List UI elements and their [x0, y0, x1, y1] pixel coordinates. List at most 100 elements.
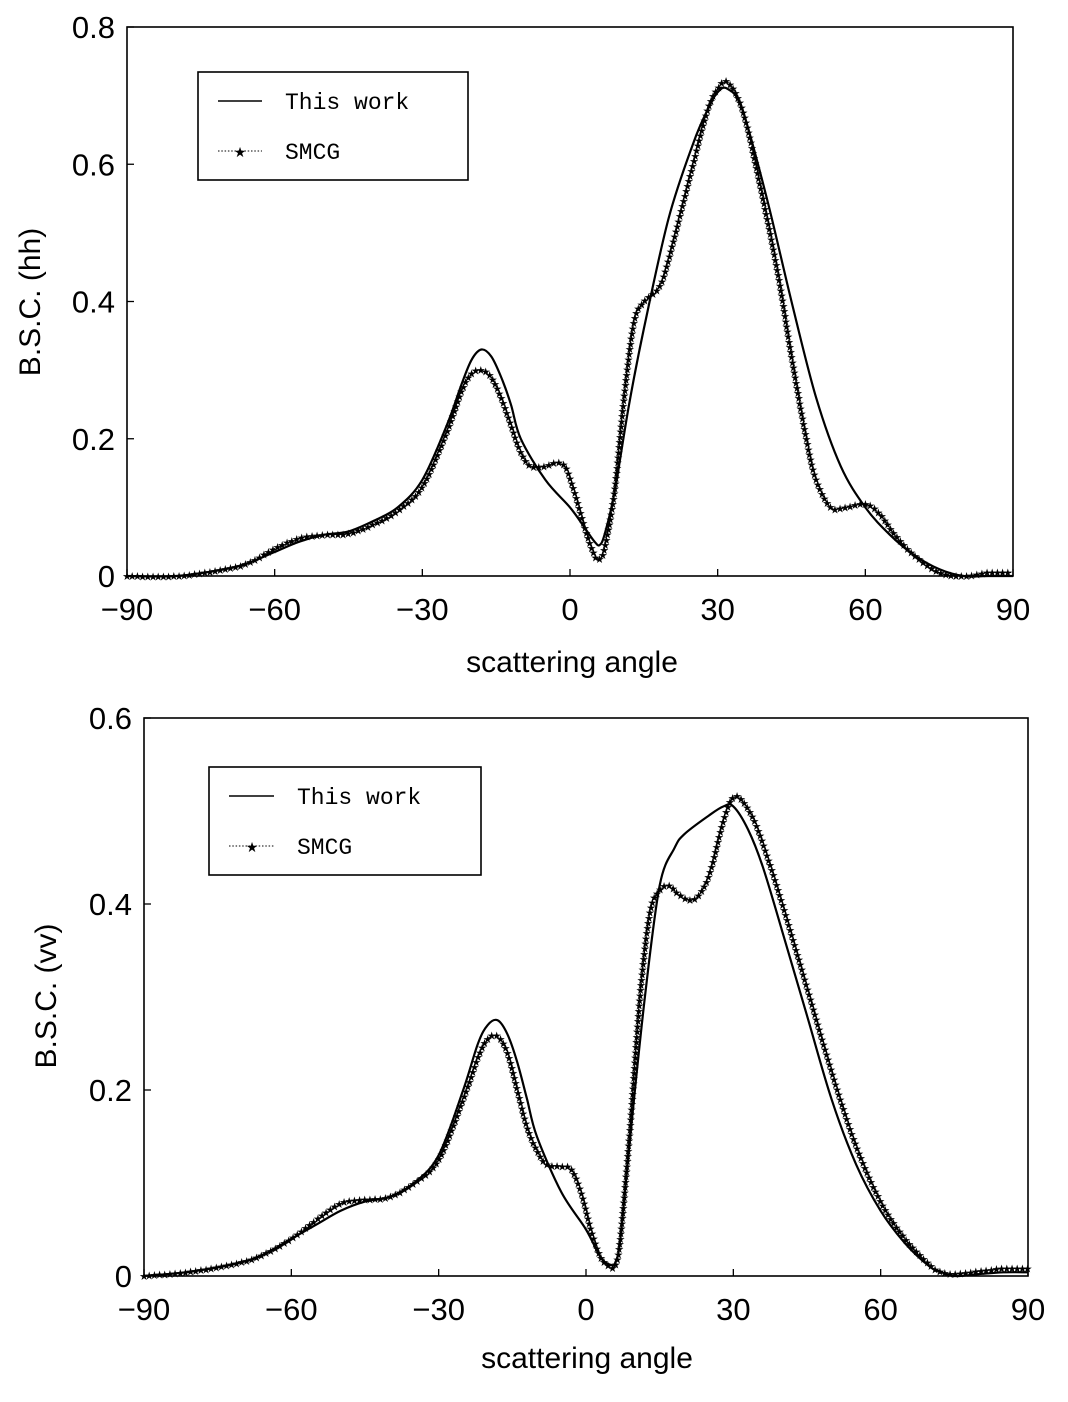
series-marker-smcg: ★	[951, 571, 961, 583]
series-marker-smcg: ★	[509, 428, 519, 440]
series-marker-smcg: ★	[759, 841, 769, 853]
series-marker-smcg: ★	[797, 409, 807, 421]
series-marker-smcg: ★	[637, 299, 647, 311]
series-marker-smcg: ★	[757, 836, 767, 848]
series-marker-smcg: ★	[149, 1270, 159, 1282]
series-marker-smcg: ★	[517, 1103, 527, 1115]
series-marker-smcg: ★	[778, 301, 788, 313]
series-marker-smcg: ★	[529, 462, 539, 474]
series-marker-smcg: ★	[655, 884, 665, 896]
series-marker-smcg: ★	[232, 1258, 242, 1270]
series-marker-smcg: ★	[770, 255, 780, 267]
x-tick-label: −60	[265, 1292, 318, 1327]
series-marker-smcg: ★	[240, 559, 250, 571]
series-marker-smcg: ★	[604, 525, 614, 537]
series-marker-smcg: ★	[614, 1244, 624, 1256]
series-marker-smcg: ★	[210, 566, 220, 578]
series-marker-smcg: ★	[908, 1243, 918, 1255]
series-marker-smcg: ★	[795, 398, 805, 410]
series-marker-smcg: ★	[250, 555, 260, 567]
series-marker-smcg: ★	[621, 380, 631, 392]
series-marker-smcg: ★	[622, 365, 632, 377]
series-marker-smcg: ★	[775, 280, 785, 292]
series-marker-smcg: ★	[575, 1183, 585, 1195]
series-marker-smcg: ★	[461, 377, 471, 389]
series-marker-smcg: ★	[205, 567, 215, 579]
series-marker-smcg: ★	[637, 970, 647, 982]
series-marker-smcg: ★	[132, 571, 142, 583]
y-tick-label: 0.2	[89, 1073, 132, 1108]
series-marker-smcg: ★	[922, 1258, 932, 1270]
series-marker-smcg: ★	[268, 544, 278, 556]
series-marker-smcg: ★	[435, 445, 445, 457]
legend: This work ★ SMCG	[208, 766, 482, 876]
series-marker-smcg: ★	[875, 1196, 885, 1208]
series-marker-smcg: ★	[426, 464, 436, 476]
series-marker-smcg: ★	[301, 1223, 311, 1235]
series-marker-smcg: ★	[747, 811, 757, 823]
series-marker-smcg: ★	[845, 1124, 855, 1136]
series-marker-smcg: ★	[845, 502, 855, 514]
series-marker-smcg: ★	[817, 1035, 827, 1047]
series-marker-smcg: ★	[471, 366, 481, 378]
series-marker-smcg: ★	[806, 995, 816, 1007]
series-marker-smcg: ★	[646, 903, 656, 915]
series-marker-smcg: ★	[962, 571, 972, 583]
series-marker-smcg: ★	[619, 1198, 629, 1210]
series-marker-smcg: ★	[358, 524, 368, 536]
series-marker-smcg: ★	[255, 552, 265, 564]
series-marker-smcg: ★	[776, 286, 786, 298]
series-marker-smcg: ★	[700, 116, 710, 128]
x-tick-label: 0	[577, 1292, 594, 1327]
series-marker-smcg: ★	[568, 483, 578, 495]
series-marker-smcg: ★	[461, 1087, 471, 1099]
series-marker-smcg: ★	[363, 522, 373, 534]
series-marker-smcg: ★	[446, 416, 456, 428]
series-marker-smcg: ★	[640, 944, 650, 956]
series-layer: ★★★★★★★★★★★★★★★★★★★★★★★★★★★★★★★★★★★★★★★★…	[122, 76, 1014, 584]
series-marker-smcg: ★	[445, 1130, 455, 1142]
series-marker-smcg: ★	[626, 334, 636, 346]
series-marker-smcg: ★	[441, 1140, 451, 1152]
series-marker-smcg: ★	[399, 1185, 409, 1197]
series-marker-smcg: ★	[801, 434, 811, 446]
series-marker-smcg: ★	[982, 568, 992, 580]
series-marker-smcg: ★	[624, 1141, 634, 1153]
series-marker-smcg: ★	[782, 321, 792, 333]
series-marker-smcg: ★	[524, 460, 534, 472]
series-marker-smcg: ★	[485, 370, 495, 382]
series-marker-smcg: ★	[629, 1078, 639, 1090]
x-tick-label: 90	[996, 592, 1030, 627]
series-marker-smcg: ★	[721, 76, 731, 88]
series-marker-smcg: ★	[466, 1072, 476, 1084]
series-marker-smcg: ★	[425, 1167, 435, 1179]
series-marker-smcg: ★	[624, 1136, 634, 1148]
series-marker-smcg: ★	[615, 1239, 625, 1251]
series-marker-smcg: ★	[630, 313, 640, 325]
series-marker-smcg: ★	[601, 535, 611, 547]
series-marker-smcg: ★	[847, 1129, 857, 1141]
series-marker-smcg: ★	[196, 1265, 206, 1277]
series-marker-smcg: ★	[629, 1068, 639, 1080]
series-marker-smcg: ★	[628, 1084, 638, 1096]
series-marker-smcg: ★	[799, 424, 809, 436]
series-marker-smcg: ★	[227, 1260, 237, 1272]
series-marker-smcg: ★	[503, 1048, 513, 1060]
series-marker-smcg: ★	[676, 206, 686, 218]
series-marker-smcg: ★	[642, 928, 652, 940]
series-marker-smcg: ★	[664, 880, 674, 892]
series-marker-smcg: ★	[752, 821, 762, 833]
chart-vv: −90 −60 −30 0 30 60 90 00.20.40.6 ★★★★★★★★★★★★…	[30, 701, 1045, 1375]
series-marker-smcg: ★	[868, 1182, 878, 1194]
series-marker-smcg: ★	[922, 561, 932, 573]
series-marker-smcg: ★	[815, 484, 825, 496]
series-marker-smcg: ★	[612, 468, 622, 480]
series-marker-smcg: ★	[769, 250, 779, 262]
series-marker-smcg: ★	[245, 557, 255, 569]
series-marker-smcg: ★	[512, 437, 522, 449]
series-marker-smcg: ★	[259, 550, 269, 562]
series-marker-smcg: ★	[307, 531, 317, 543]
series-marker-smcg: ★	[940, 1268, 950, 1280]
series-marker-smcg: ★	[596, 1253, 606, 1265]
series-marker-smcg: ★	[759, 199, 769, 211]
